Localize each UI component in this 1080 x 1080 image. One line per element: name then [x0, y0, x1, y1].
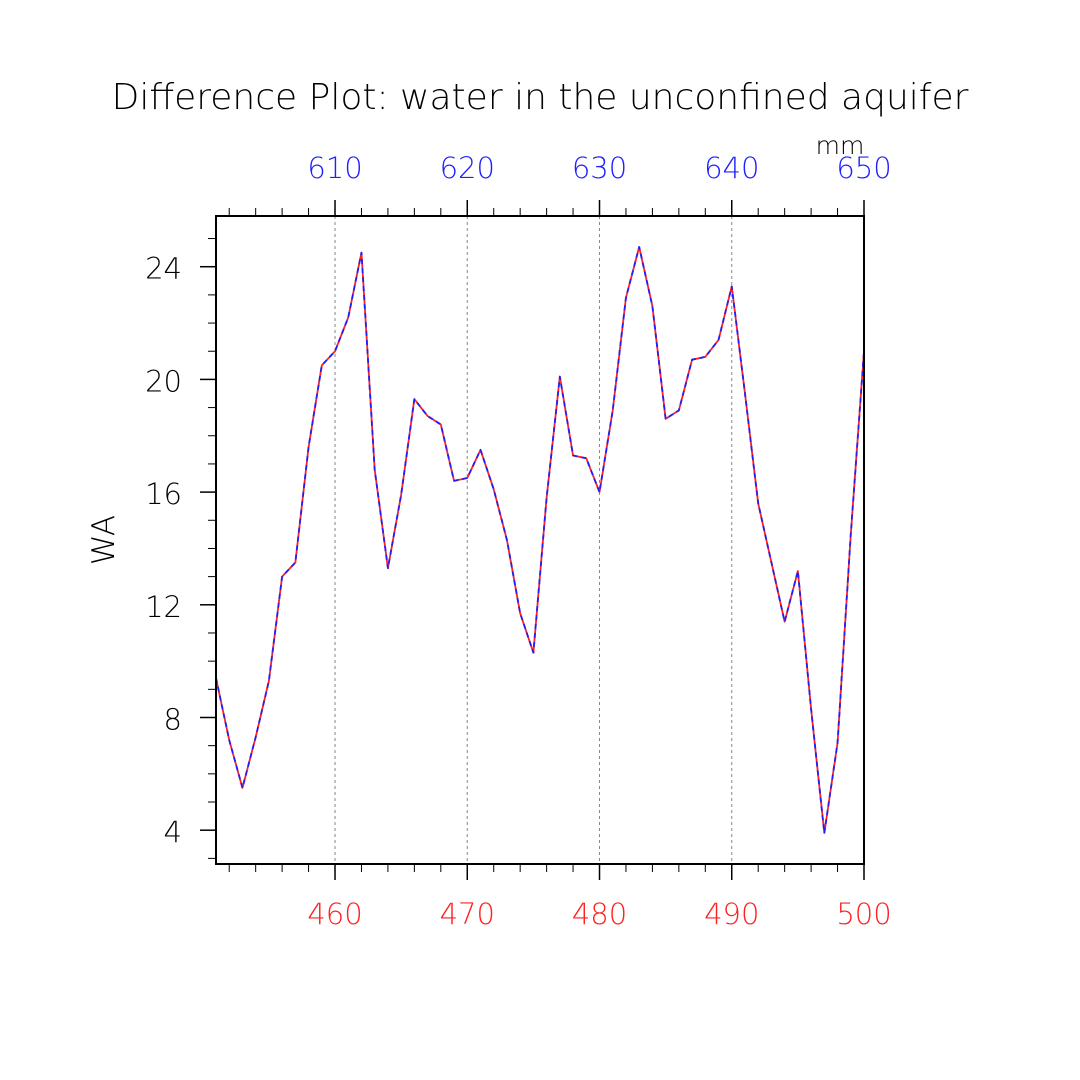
x-top-tick-label: 610 [307, 151, 362, 185]
x-top-tick-label: 640 [704, 151, 759, 185]
y-tick-label: 20 [145, 364, 182, 398]
tick-labels: 4 8 12 16 20 24 460 470 480 490 500 610 620 630 640 650 [145, 151, 892, 931]
x-bottom-tick-label: 460 [307, 897, 362, 931]
x-bottom-tick-label: 490 [704, 897, 759, 931]
x-top-tick-label: 630 [572, 151, 627, 185]
units-label: mm [816, 131, 865, 160]
grid-lines [334, 216, 733, 864]
x-bottom-tick-label: 470 [440, 897, 495, 931]
series-line-bottom [215, 246, 865, 834]
y-tick-label: 4 [164, 815, 182, 849]
plot-frame [215, 215, 865, 865]
x-bottom-tick-label: 500 [836, 897, 891, 931]
y-tick-label: 24 [145, 252, 182, 286]
y-axis-label: WA [86, 515, 122, 565]
series-lines [215, 246, 865, 834]
y-tick-label: 16 [145, 477, 182, 511]
series-line-top [215, 246, 865, 834]
y-tick-label: 8 [164, 702, 182, 736]
y-tick-label: 12 [145, 590, 182, 624]
x-bottom-tick-label: 480 [572, 897, 627, 931]
axis-ticks [200, 200, 865, 880]
x-top-tick-label: 650 [836, 151, 891, 185]
chart-title: Difference Plot: water in the unconfined… [112, 77, 969, 118]
x-top-tick-label: 620 [440, 151, 495, 185]
